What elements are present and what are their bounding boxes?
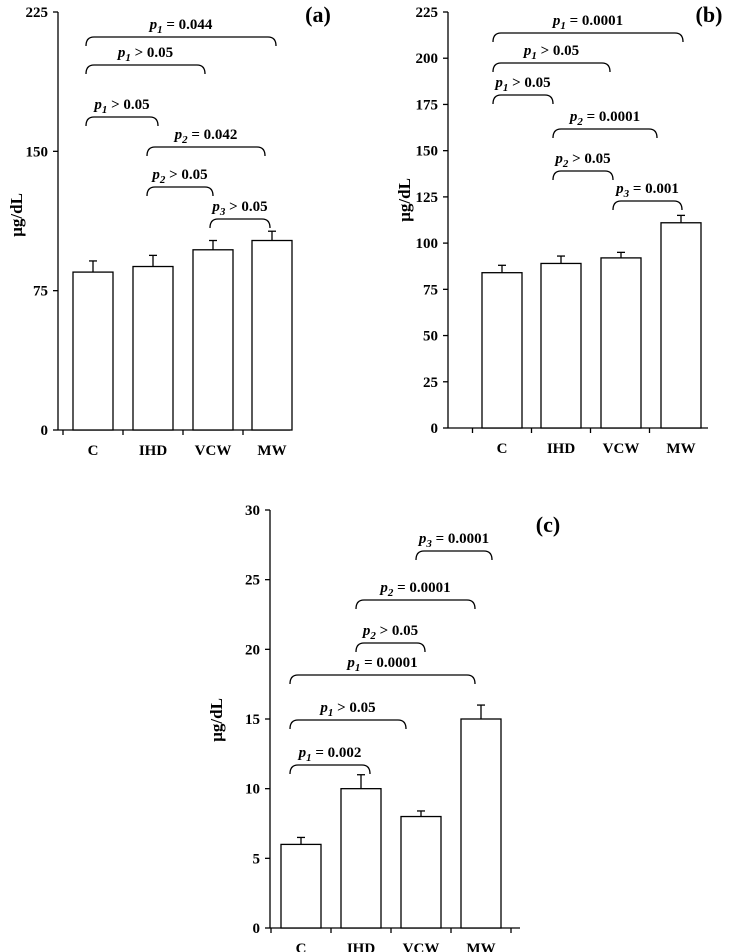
panel-label: (c) — [536, 512, 560, 537]
significance-label: p3 = 0.001 — [614, 181, 679, 200]
significance-label: p3 = 0.0001 — [417, 531, 489, 550]
significance-label: p1 > 0.05 — [92, 97, 149, 116]
y-tick-label: 125 — [416, 190, 439, 206]
bar-mw — [251, 239, 293, 431]
significance-label: p1 > 0.05 — [493, 75, 550, 94]
x-tick-label: C — [497, 441, 508, 457]
significance-label: p1 = 0.0001 — [551, 13, 623, 32]
x-tick-label: IHD — [139, 443, 168, 459]
y-axis-label: µg/dL — [395, 178, 414, 222]
y-tick-label: 225 — [26, 5, 49, 21]
x-tick-label: C — [88, 443, 99, 459]
y-tick-label: 0 — [253, 921, 261, 937]
bar-mw — [660, 222, 702, 429]
x-tick-label: MW — [466, 941, 495, 952]
significance-bracket — [492, 94, 554, 105]
panel-label: (a) — [305, 2, 331, 27]
significance-bracket — [146, 186, 214, 197]
significance-label: p2 = 0.042 — [173, 127, 238, 146]
significance-label: p1 > 0.05 — [318, 700, 375, 719]
significance-bracket — [146, 146, 266, 157]
x-tick-label: VCW — [603, 441, 640, 457]
chart-panel-b: 0 25 50 75 100 125 150 175 200 225 C IHD VCW MW µg/dL (… — [395, 2, 722, 457]
y-tick-label: 30 — [245, 503, 260, 519]
significance-bracket — [289, 674, 476, 685]
bar-ihd — [540, 262, 582, 429]
significance-bracket — [612, 200, 683, 211]
y-tick-label: 20 — [245, 642, 260, 658]
x-tick-label: VCW — [403, 941, 440, 952]
y-tick-label: 50 — [423, 329, 438, 345]
significance-label: p1 = 0.002 — [297, 745, 362, 764]
y-tick-label: 100 — [416, 236, 439, 252]
significance-label: p1 > 0.05 — [522, 43, 579, 62]
panel-label: (b) — [696, 2, 723, 27]
significance-bracket — [492, 62, 611, 73]
significance-label: p2 = 0.0001 — [568, 109, 640, 128]
y-axis-label: µg/dL — [7, 193, 26, 237]
bar-c — [72, 271, 114, 431]
bar-vcw — [400, 815, 442, 929]
significance-bracket — [85, 36, 277, 47]
chart-panel-c: 0 5 10 15 20 25 30 C IHD VCW MW µg/dL (c) p3 = 0.0001… — [207, 503, 560, 952]
significance-bracket — [85, 116, 159, 127]
bar-ihd — [132, 265, 174, 431]
y-tick-label: 25 — [245, 573, 260, 589]
significance-bracket — [85, 64, 206, 75]
significance-label: p2 > 0.05 — [150, 167, 207, 186]
y-tick-label: 75 — [33, 284, 48, 300]
y-tick-label: 150 — [26, 144, 49, 160]
y-tick-label: 225 — [416, 5, 439, 21]
bar-vcw — [600, 257, 642, 429]
significance-bracket — [552, 128, 658, 139]
significance-bracket — [355, 599, 476, 610]
bar-c — [481, 272, 523, 429]
x-tick-label: MW — [666, 441, 695, 457]
significance-label: p2 > 0.05 — [361, 623, 418, 642]
bar-mw — [460, 718, 502, 929]
y-tick-label: 150 — [416, 144, 439, 160]
significance-label: p1 > 0.05 — [116, 45, 173, 64]
y-tick-label: 200 — [416, 51, 439, 67]
x-tick-label: IHD — [347, 941, 376, 952]
y-tick-label: 0 — [41, 423, 49, 439]
significance-label: p3 > 0.05 — [210, 199, 267, 218]
y-tick-label: 175 — [416, 97, 439, 113]
bar-ihd — [340, 788, 382, 929]
significance-label: p1 = 0.044 — [148, 17, 213, 36]
y-tick-label: 75 — [423, 282, 438, 298]
y-tick-label: 25 — [423, 375, 438, 391]
y-tick-label: 0 — [431, 421, 439, 437]
significance-bracket — [415, 550, 493, 561]
y-tick-label: 10 — [245, 782, 260, 798]
significance-bracket — [289, 719, 407, 730]
y-tick-label: 15 — [245, 712, 260, 728]
x-tick-label: C — [296, 941, 307, 952]
significance-label: p2 > 0.05 — [553, 151, 610, 170]
y-tick-label: 5 — [253, 851, 261, 867]
x-tick-label: IHD — [547, 441, 576, 457]
x-tick-label: VCW — [195, 443, 232, 459]
bar-c — [280, 843, 322, 929]
significance-bracket — [355, 642, 426, 653]
significance-label: p2 = 0.0001 — [378, 580, 450, 599]
significance-bracket — [289, 764, 371, 775]
significance-bracket — [492, 32, 684, 43]
y-axis-label: µg/dL — [207, 698, 226, 742]
x-tick-label: MW — [257, 443, 286, 459]
chart-panel-a: 0 75 150 225 C IHD VCW MW µg/dL (a) p1 = 0.044 p1 >… — [7, 2, 331, 459]
bar-vcw — [192, 249, 234, 431]
significance-label: p1 = 0.0001 — [345, 655, 417, 674]
significance-bracket — [552, 170, 614, 181]
significance-bracket — [209, 218, 271, 229]
